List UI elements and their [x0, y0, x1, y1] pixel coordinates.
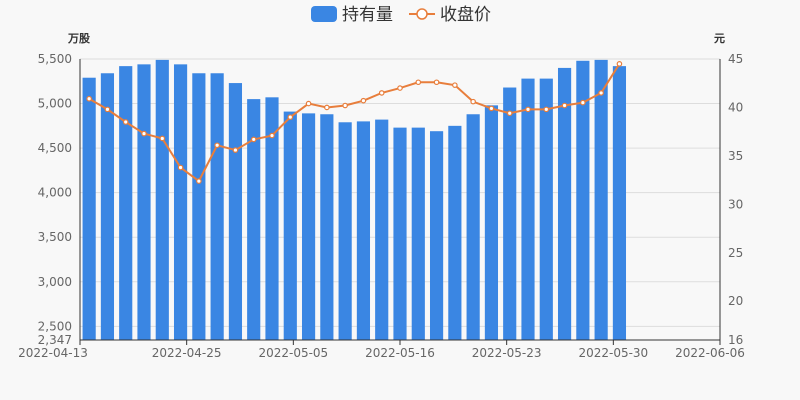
- y-left-tick-label: 3,500: [38, 230, 72, 244]
- bar: [82, 77, 96, 340]
- price-point: [543, 106, 550, 113]
- x-tick-label: 2022-05-16: [365, 346, 435, 360]
- legend[interactable]: 持有量 收盘价: [311, 5, 491, 25]
- price-point: [561, 102, 568, 109]
- bar: [119, 66, 133, 341]
- y-right-tick-label: 20: [728, 294, 743, 308]
- bar: [484, 105, 499, 340]
- bar: [411, 127, 425, 340]
- x-tick-label: 2022-05-23: [472, 346, 542, 360]
- bar: [429, 131, 444, 340]
- bar: [228, 83, 243, 340]
- y-left-tick-label: 2,347: [38, 333, 72, 347]
- bar: [612, 66, 627, 341]
- bar: [283, 111, 297, 340]
- price-point: [287, 114, 294, 120]
- price-point: [196, 178, 202, 184]
- bar: [265, 97, 279, 340]
- price-point: [580, 99, 586, 106]
- bar: [100, 73, 115, 341]
- bar: [192, 73, 206, 341]
- x-tick-label: 2022-04-13: [18, 346, 88, 360]
- legend-line-marker: [416, 8, 428, 20]
- price-point: [616, 61, 623, 67]
- y-left-tick-label: 3,000: [38, 275, 72, 289]
- bar: [210, 73, 224, 341]
- y-left-tick-label: 4,000: [38, 186, 72, 200]
- price-point: [159, 135, 166, 142]
- price-point: [324, 104, 330, 111]
- price-point: [598, 90, 604, 96]
- bar: [155, 59, 169, 341]
- price-point: [177, 164, 184, 171]
- price-point: [433, 79, 440, 86]
- price-point: [360, 97, 367, 104]
- price-point: [488, 105, 495, 112]
- x-tick-label: 2022-05-05: [258, 346, 328, 360]
- price-point: [269, 132, 275, 139]
- bar-layer: [82, 59, 627, 341]
- price-point: [250, 136, 257, 143]
- price-point: [86, 95, 92, 102]
- price-point: [122, 119, 129, 125]
- price-line: [88, 63, 621, 183]
- bar: [503, 87, 517, 341]
- bar: [320, 114, 334, 340]
- price-point: [214, 142, 220, 149]
- y-right-tick-label: 35: [728, 149, 743, 163]
- price-point: [415, 79, 422, 86]
- y-right-tick-label: 30: [728, 197, 743, 211]
- bar: [338, 122, 352, 340]
- bar: [448, 125, 462, 341]
- bar: [521, 78, 535, 340]
- bar: [539, 78, 553, 340]
- price-point: [342, 102, 348, 109]
- price-point: [104, 106, 111, 113]
- price-point: [525, 106, 531, 113]
- bar: [594, 59, 608, 341]
- y-right-tick-label: 40: [728, 100, 743, 114]
- y-right-tick-label: 25: [728, 246, 743, 260]
- legend-bar-label: 持有量: [342, 5, 393, 25]
- price-point: [506, 110, 513, 117]
- bar: [466, 114, 480, 340]
- bar: [137, 64, 151, 340]
- y-left-tick-label: 2,500: [38, 319, 72, 333]
- bar: [247, 99, 261, 340]
- legend-bar-swatch: [311, 6, 337, 22]
- y-right-unit-label: 元: [714, 32, 725, 45]
- bar: [576, 60, 590, 340]
- y-left-unit-label: 万股: [67, 32, 91, 45]
- price-point: [232, 147, 239, 153]
- y-left-tick-label: 5,000: [38, 97, 72, 111]
- line-layer: [86, 61, 623, 184]
- price-point: [397, 85, 403, 91]
- y-left-tick-label: 4,500: [38, 141, 72, 155]
- legend-line-label: 收盘价: [440, 5, 491, 25]
- price-point: [452, 82, 458, 88]
- y-left-tick-label: 5,500: [38, 52, 72, 66]
- y-right-tick-label: 45: [728, 52, 743, 66]
- price-point: [141, 130, 147, 137]
- x-tick-label: 2022-04-25: [152, 346, 222, 360]
- price-point: [305, 100, 312, 107]
- bar: [375, 119, 389, 340]
- x-tick-label: 2022-06-06: [675, 346, 745, 360]
- price-point: [378, 90, 385, 96]
- bar: [301, 113, 316, 340]
- bar: [393, 127, 407, 340]
- y-right-tick-label: 16: [728, 333, 743, 347]
- price-point: [470, 98, 476, 105]
- bar: [557, 67, 572, 341]
- bar: [356, 121, 371, 340]
- x-tick-label: 2022-05-30: [578, 346, 648, 360]
- bar: [173, 64, 188, 340]
